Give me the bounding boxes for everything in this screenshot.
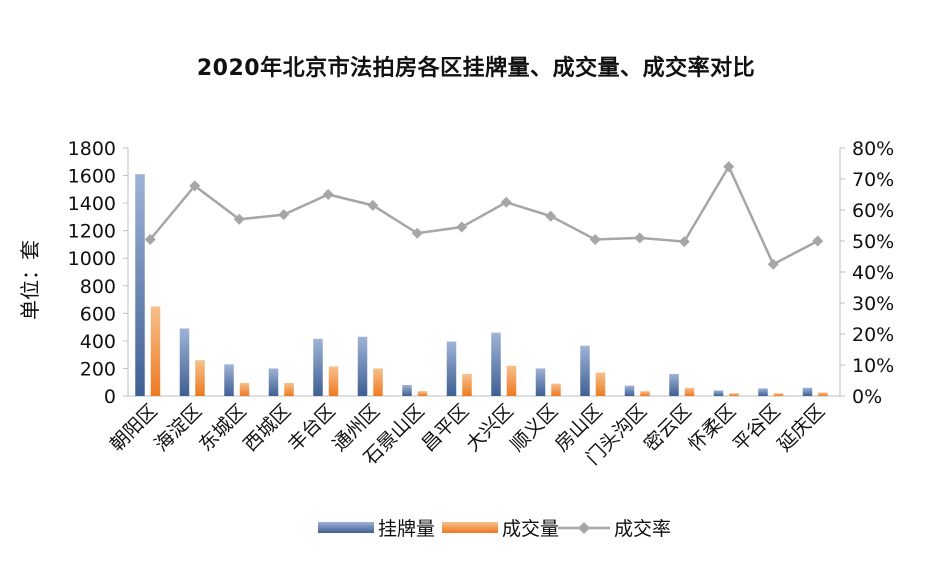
bar-listing [758,388,768,396]
line-point-rate [367,199,379,211]
line-point-rate [767,258,779,270]
y2-tick-label: 50% [852,231,894,253]
x-tick-label: 海淀区 [150,400,206,456]
bar-listing [224,364,234,396]
x-tick-label: 延庆区 [773,400,829,456]
y2-tick-label: 20% [852,324,894,346]
line-point-rate [678,236,690,248]
y2-tick-label: 30% [852,293,894,315]
line-point-rate [411,227,423,239]
bar-deal [373,368,383,396]
bar-listing [357,336,368,396]
y2-tick-label: 70% [852,169,894,191]
y-tick-label: 400 [80,331,116,353]
y-tick-label: 600 [80,303,116,325]
bar-listing [802,387,813,396]
bar-deal [195,360,205,396]
line-point-rate [144,233,156,245]
y-tick-label: 1000 [68,248,116,270]
y-tick-label: 1200 [68,221,116,243]
bar-listing [713,390,724,396]
bar-listing [135,174,145,396]
bar-listing [535,368,546,396]
line-point-rate [812,235,824,247]
bar-listing [491,332,501,396]
bar-deal [150,306,161,396]
line-point-rate [278,209,290,221]
y-tick-label: 0 [104,386,116,408]
y-tick-label: 1800 [68,138,116,160]
x-tick-label: 大兴区 [462,400,518,456]
bar-deal [595,372,606,396]
x-tick-label: 东城区 [195,400,251,456]
line-point-rate [500,196,512,208]
x-tick-label: 怀柔区 [684,400,740,456]
legend-swatch [318,522,374,533]
y2-tick-label: 10% [852,355,894,377]
x-tick-label: 朝阳区 [106,400,162,456]
bar-deal [328,366,339,396]
bar-listing [179,328,190,396]
legend-label: 挂牌量 [378,518,435,540]
x-tick-label: 平谷区 [729,400,785,456]
bar-deal [729,393,739,396]
bar-deal [284,382,294,396]
bar-deal [773,393,784,396]
line-point-rate [589,233,601,245]
x-tick-label: 丰台区 [284,400,340,456]
line-point-rate [723,161,735,173]
bar-listing [446,341,457,396]
x-tick-label: 西城区 [239,400,295,456]
bar-listing [669,373,679,396]
bar-listing [313,338,323,396]
x-tick-label: 昌平区 [417,400,473,456]
x-tick-label: 密云区 [640,400,696,456]
line-point-rate [545,210,557,222]
bar-listing [402,384,412,396]
legend-swatch [442,522,498,533]
y-tick-label: 200 [80,358,116,380]
bar-deal [640,391,650,396]
y-tick-label: 1400 [68,193,116,215]
y-tick-label: 1600 [68,166,116,188]
bar-deal [551,383,561,396]
line-point-rate [456,221,468,233]
line-point-rate [233,213,245,225]
bar-deal [684,387,695,396]
bar-listing [580,345,590,396]
line-point-rate [322,189,334,200]
legend-label: 成交率 [614,518,671,540]
bar-deal [506,365,517,396]
bar-listing [268,368,279,396]
bar-deal [462,373,472,396]
line-point-rate [634,232,646,244]
bar-listing [624,385,635,396]
bar-deal [818,392,828,396]
legend-marker [578,522,590,534]
y2-tick-label: 0% [852,386,882,408]
line-series-rate [149,163,819,266]
y-tick-label: 800 [80,276,116,298]
bar-deal [239,382,250,396]
x-tick-label: 顺义区 [506,400,562,456]
bar-deal [417,391,428,396]
line-point-rate [189,180,201,192]
chart-title: 2020年北京市法拍房各区挂牌量、成交量、成交率对比 [196,56,756,81]
y2-tick-label: 80% [852,138,894,160]
legend-label: 成交量 [502,518,559,540]
y2-tick-label: 40% [852,262,894,284]
y2-tick-label: 60% [852,200,894,222]
